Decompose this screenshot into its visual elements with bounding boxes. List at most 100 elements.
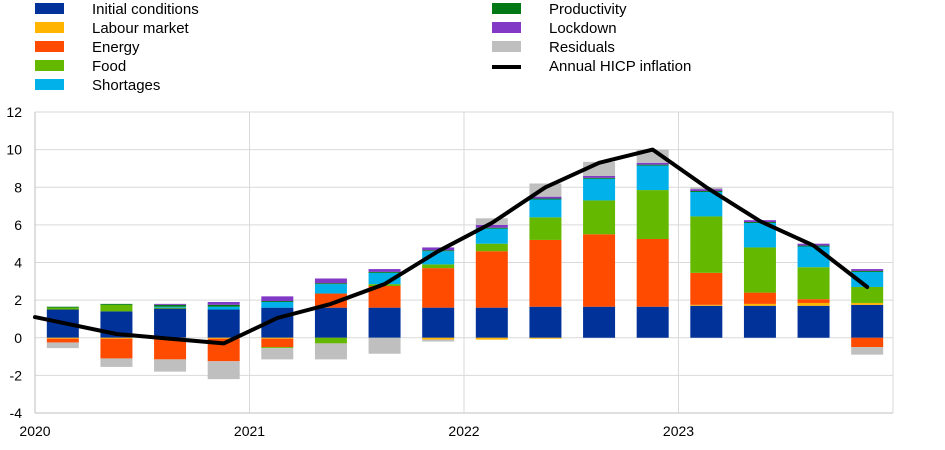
bar-labour-market-2020-q1 xyxy=(46,337,79,339)
bar-shortages-2020-q3 xyxy=(154,306,187,308)
bar-shortages-2022-q3 xyxy=(583,178,616,201)
bar-lockdown-2021-q4 xyxy=(422,247,455,251)
bar-productivity-2020-q1 xyxy=(46,306,79,308)
bar-energy-2022-q2 xyxy=(529,239,562,307)
bar-lockdown-2022-q3 xyxy=(583,175,616,178)
bar-residuals-2021-q3 xyxy=(368,337,401,354)
bar-productivity-2022-q2 xyxy=(529,198,562,200)
y-tick-label-2: 2 xyxy=(14,292,22,308)
y-tick-label-12: 12 xyxy=(6,104,22,120)
bar-shortages-2021-q3 xyxy=(368,272,401,285)
bar-labour-market-2020-q4 xyxy=(207,337,240,339)
bar-food-2023-q2 xyxy=(743,247,776,293)
legend-label-labour-market: Labour market xyxy=(92,20,189,37)
legend-swatch-labour-market xyxy=(35,22,64,33)
bar-shortages-2021-q1 xyxy=(261,302,294,308)
stacked-bars xyxy=(46,149,884,380)
bar-initial-conditions-2021-q4 xyxy=(422,307,455,338)
legend-label-hicp-line: Annual HICP inflation xyxy=(549,58,692,75)
bar-productivity-2023-q1 xyxy=(690,191,723,192)
bar-lockdown-2021-q2 xyxy=(314,278,347,284)
bar-lockdown-2020-q4 xyxy=(207,302,240,305)
bar-labour-market-2022-q1 xyxy=(475,337,508,340)
legend-label-residuals: Residuals xyxy=(549,39,615,56)
tick-labels: -4 -2 0 2 4 6 8 10 12 2020 2021 2022 2023 xyxy=(6,104,694,439)
bar-residuals-2023-q4 xyxy=(851,347,884,355)
bar-shortages-2022-q2 xyxy=(529,199,562,218)
bar-residuals-2020-q3 xyxy=(154,359,187,372)
bar-productivity-2021-q2 xyxy=(314,283,347,285)
bar-productivity-2020-q2 xyxy=(100,303,133,305)
legend-swatch-productivity xyxy=(492,3,521,14)
bar-initial-conditions-2022-q3 xyxy=(583,306,616,338)
bar-labour-market-2023-q4 xyxy=(851,302,884,305)
hicp-line-layer xyxy=(33,147,870,346)
bar-energy-2022-q4 xyxy=(636,238,669,307)
bar-productivity-2020-q4 xyxy=(207,304,240,307)
bar-labour-market-2023-q1 xyxy=(690,304,723,306)
bar-food-2022-q4 xyxy=(636,190,669,239)
bar-food-2020-q3 xyxy=(154,307,187,309)
x-tick-label-2022: 2022 xyxy=(448,423,479,439)
bar-labour-market-2021-q4 xyxy=(422,337,455,340)
bar-energy-2023-q3 xyxy=(797,299,830,303)
bar-residuals-2020-q2 xyxy=(100,358,133,367)
bar-labour-market-2021-q1 xyxy=(261,337,294,339)
legend-swatch-residuals xyxy=(492,41,521,52)
bar-energy-2023-q4 xyxy=(851,337,884,348)
y-tick-label-6: 6 xyxy=(14,217,22,233)
legend-swatch-energy xyxy=(35,41,64,52)
bar-initial-conditions-2023-q2 xyxy=(743,305,776,338)
bar-productivity-2020-q3 xyxy=(154,304,187,307)
x-tick-label-2021: 2021 xyxy=(234,423,265,439)
bar-lockdown-2023-q1 xyxy=(690,189,723,192)
y-tick-label-0: 0 xyxy=(14,330,22,346)
bar-lockdown-2022-q4 xyxy=(636,162,669,165)
bar-lockdown-2021-q1 xyxy=(261,296,294,302)
y-tick-label-10: 10 xyxy=(6,142,22,158)
bar-initial-conditions-2020-q3 xyxy=(154,308,187,338)
legend-label-productivity: Productivity xyxy=(549,1,627,18)
bar-residuals-2020-q4 xyxy=(207,361,240,380)
bar-productivity-2022-q3 xyxy=(583,177,616,179)
bar-energy-2023-q2 xyxy=(743,292,776,304)
bar-energy-2022-q3 xyxy=(583,234,616,307)
bar-energy-2020-q1 xyxy=(46,338,79,343)
bar-lockdown-2022-q2 xyxy=(529,196,562,199)
legend-swatch-initial-conditions xyxy=(35,3,64,14)
bar-energy-2021-q3 xyxy=(368,286,401,308)
bar-food-2023-q1 xyxy=(690,216,723,273)
bar-initial-conditions-2021-q3 xyxy=(368,307,401,338)
bar-labour-market-2023-q2 xyxy=(743,303,776,306)
bar-food-2022-q3 xyxy=(583,200,616,235)
legend-label-food: Food xyxy=(92,58,127,75)
bar-productivity-2021-q1 xyxy=(261,301,294,303)
legend-label-lockdown: Lockdown xyxy=(549,20,617,37)
x-tick-label-2023: 2023 xyxy=(663,423,694,439)
legend-swatch-food xyxy=(35,60,64,71)
bar-residuals-2021-q1 xyxy=(261,348,294,360)
bar-labour-market-2020-q2 xyxy=(100,337,133,339)
bar-food-2021-q4 xyxy=(422,264,455,269)
bar-residuals-2021-q2 xyxy=(314,343,347,360)
bar-labour-market-2023-q3 xyxy=(797,302,830,306)
bar-food-2020-q1 xyxy=(46,307,79,310)
bar-initial-conditions-2023-q3 xyxy=(797,305,830,338)
bar-productivity-2022-q1 xyxy=(475,227,508,229)
bar-energy-2021-q4 xyxy=(422,268,455,308)
y-tick-label-8: 8 xyxy=(14,179,22,195)
bar-residuals-2021-q4 xyxy=(422,339,455,342)
bar-initial-conditions-2023-q4 xyxy=(851,304,884,338)
y-tick-label--2: -2 xyxy=(10,367,23,383)
bar-lockdown-2021-q3 xyxy=(368,269,401,272)
bar-food-2022-q2 xyxy=(529,217,562,240)
bar-food-2020-q2 xyxy=(100,304,133,312)
bar-shortages-2020-q4 xyxy=(207,306,240,310)
bar-food-2023-q3 xyxy=(797,267,830,300)
bar-initial-conditions-2022-q2 xyxy=(529,306,562,338)
bar-shortages-2023-q3 xyxy=(797,246,830,268)
bar-initial-conditions-2023-q1 xyxy=(690,305,723,338)
bar-shortages-2022-q4 xyxy=(636,165,669,191)
bar-food-2021-q1 xyxy=(261,347,294,349)
